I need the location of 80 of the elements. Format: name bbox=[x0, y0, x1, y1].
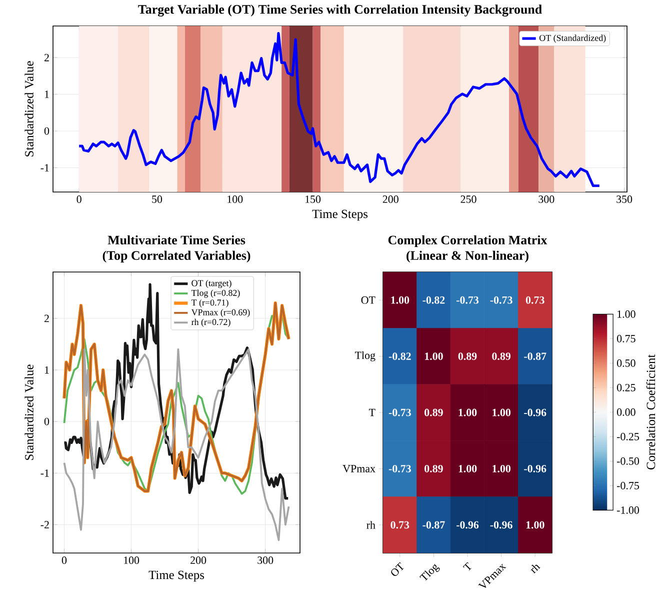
y-tick-label: -1 bbox=[40, 164, 49, 172]
legend-label: T (r=0.71) bbox=[191, 299, 228, 308]
y-tick-label: Tlog bbox=[354, 351, 376, 362]
data-label: 1.00 bbox=[492, 464, 510, 472]
x-tick-label: 300 bbox=[538, 196, 554, 203]
color-bar-label: -0.25 bbox=[617, 432, 639, 440]
x-tick-label: 100 bbox=[124, 556, 140, 564]
x-axis-title: Time Steps bbox=[148, 570, 204, 582]
x-tick-label: 0 bbox=[62, 556, 67, 564]
data-label: -0.73 bbox=[456, 296, 479, 304]
color-bar-label: 0.50 bbox=[617, 359, 636, 367]
color-bar-label: 0.00 bbox=[617, 408, 636, 416]
legend-label: rh (r=0.72) bbox=[191, 318, 230, 327]
y-tick-label: T bbox=[368, 408, 376, 416]
data-label: 0.73 bbox=[390, 521, 410, 529]
data-label: 1.00 bbox=[458, 464, 477, 472]
x-tick-label: 150 bbox=[305, 196, 321, 203]
x-tick-label: 250 bbox=[460, 196, 476, 203]
y-axis-title: Standardized Value bbox=[24, 364, 34, 460]
legend-label: VPmax (r=0.69) bbox=[191, 309, 250, 318]
chart-subtitle: (Top Correlated Variables) bbox=[102, 250, 250, 262]
data-label: -0.82 bbox=[388, 352, 411, 360]
x-tick-label: 200 bbox=[190, 556, 206, 564]
x-tick-label: 100 bbox=[228, 196, 243, 203]
color-bar-label: 1.00 bbox=[618, 310, 636, 318]
x-tick-label: Tlog bbox=[420, 564, 440, 581]
y-tick-label: OT bbox=[361, 296, 376, 304]
data-label: -0.73 bbox=[388, 408, 411, 416]
x-tick-label: rh bbox=[530, 564, 540, 574]
data-label: 0.73 bbox=[526, 296, 544, 304]
color-bar-label: 0.75 bbox=[617, 334, 636, 342]
data-label: 0.89 bbox=[424, 408, 443, 416]
y-tick-label: 1 bbox=[44, 366, 49, 374]
legend-label: Tlog (r=0.82) bbox=[191, 290, 240, 298]
x-tick-label: 350 bbox=[616, 196, 632, 203]
data-label: 0.89 bbox=[424, 464, 443, 472]
x-tick-label: OT bbox=[391, 562, 404, 576]
data-label: 0.89 bbox=[458, 352, 477, 360]
data-label: -0.96 bbox=[490, 521, 512, 529]
data-label: 0.89 bbox=[492, 352, 510, 360]
data-label: 1.00 bbox=[492, 408, 510, 416]
x-tick-label: 50 bbox=[152, 196, 162, 203]
data-label: -0.87 bbox=[524, 352, 546, 360]
data-label: 1.00 bbox=[526, 521, 544, 529]
chart-title: Target Variable (OT) Time Series with Correlation Intensity Background bbox=[138, 4, 542, 16]
x-tick-label: 0 bbox=[76, 196, 82, 203]
chart-subtitle: (Linear & Non-linear) bbox=[406, 250, 528, 262]
color-bar-label: -1.00 bbox=[617, 506, 639, 514]
y-tick-label: -1 bbox=[40, 469, 49, 477]
color-bar-label: -0.75 bbox=[617, 482, 639, 490]
y-tick-label: 2 bbox=[44, 314, 49, 322]
x-tick-label: 200 bbox=[382, 196, 398, 203]
y-tick-label: 1 bbox=[44, 90, 49, 98]
x-tick-label: 300 bbox=[258, 556, 274, 564]
data-label: -0.82 bbox=[422, 296, 445, 304]
y-tick-label: rh bbox=[366, 521, 376, 529]
data-label: -0.87 bbox=[422, 521, 445, 529]
y-axis-title: Standardized Value bbox=[24, 61, 34, 156]
chart-title: Complex Correlation Matrix bbox=[388, 235, 548, 248]
y-tick-label: 0 bbox=[44, 127, 50, 135]
legend-label: OT (Standardized) bbox=[540, 34, 606, 43]
data-label: 1.00 bbox=[391, 296, 410, 304]
y-tick-label: 0 bbox=[44, 418, 50, 426]
data-label: -0.96 bbox=[456, 521, 479, 529]
color-bar-title: Correlation Coefficient bbox=[646, 354, 656, 470]
y-tick-label: VPmax bbox=[342, 465, 376, 472]
x-axis-title: Time Steps bbox=[312, 210, 368, 221]
data-label: 1.00 bbox=[458, 408, 477, 416]
color-bar-label: -0.50 bbox=[617, 457, 639, 465]
x-tick-label: T bbox=[462, 562, 472, 571]
data-label: -0.73 bbox=[490, 296, 512, 304]
color-bar-label: 0.25 bbox=[617, 384, 636, 392]
data-label: -0.96 bbox=[524, 408, 546, 416]
data-label: 1.00 bbox=[424, 352, 443, 360]
y-tick-label: -2 bbox=[40, 521, 49, 528]
chart-title: Multivariate Time Series bbox=[108, 235, 246, 244]
data-label: -0.73 bbox=[388, 464, 411, 472]
legend-label: OT (target) bbox=[192, 280, 232, 288]
data-label: -0.96 bbox=[524, 464, 546, 472]
y-tick-label: 2 bbox=[44, 54, 49, 62]
